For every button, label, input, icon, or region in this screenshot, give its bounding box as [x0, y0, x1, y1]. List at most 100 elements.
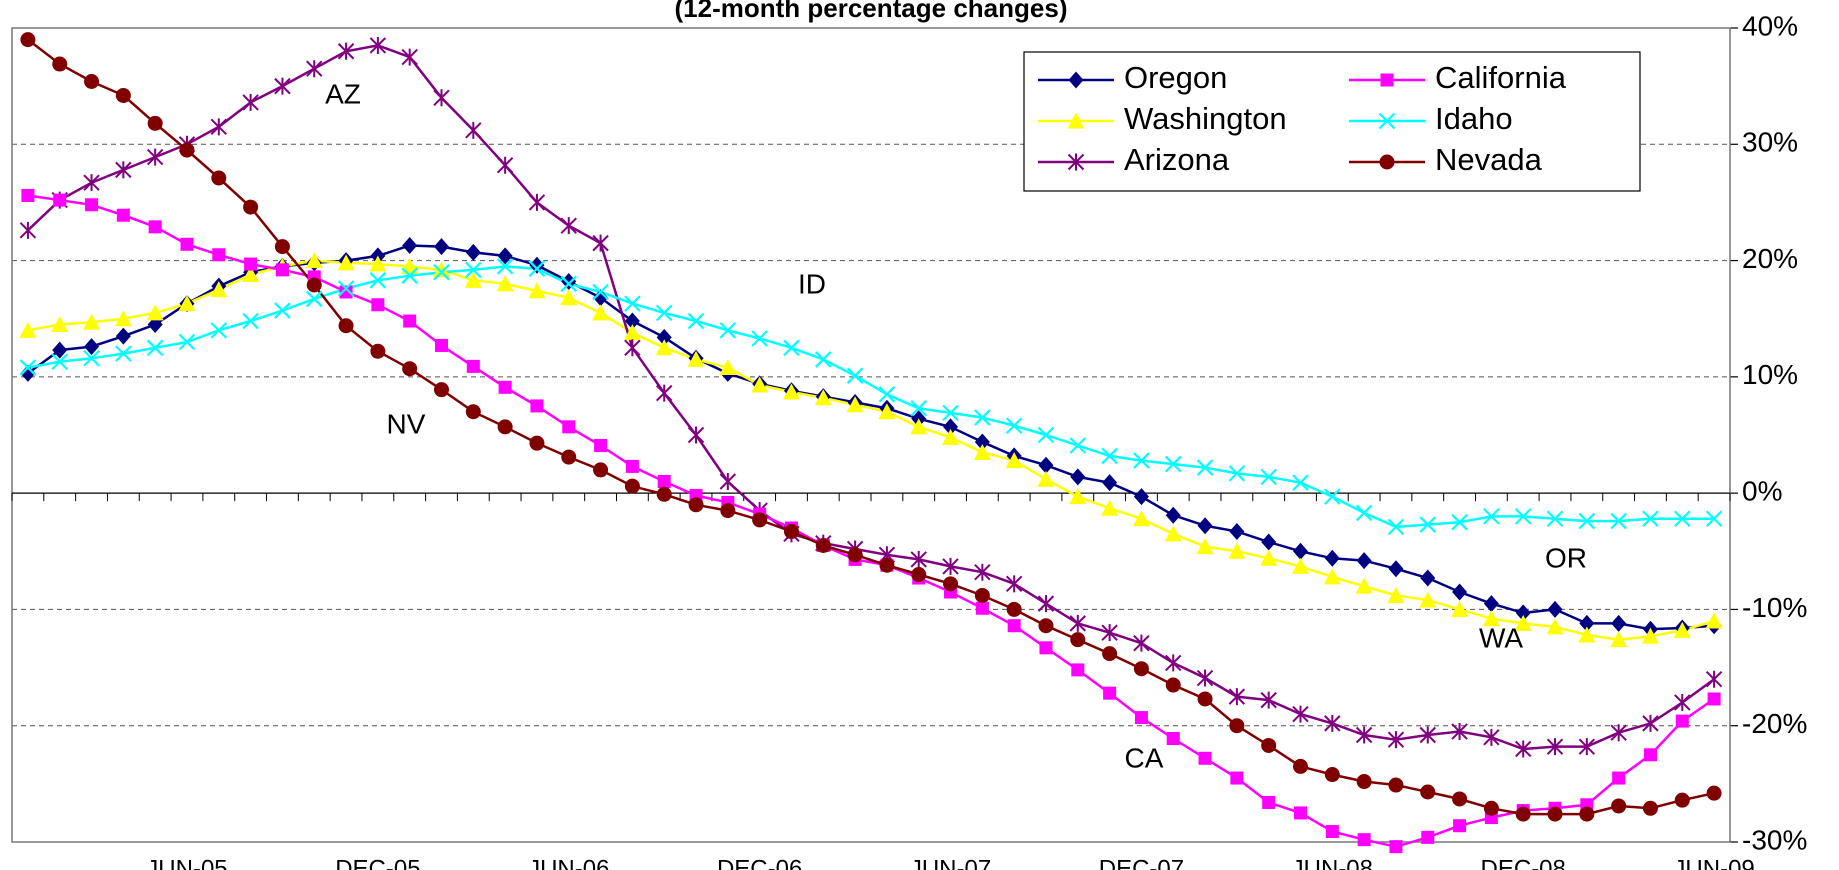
annotation: OR	[1545, 542, 1587, 573]
marker	[687, 426, 705, 444]
marker	[1706, 785, 1722, 801]
marker	[1387, 586, 1405, 603]
marker	[592, 283, 609, 301]
marker	[529, 256, 545, 274]
marker	[1610, 512, 1627, 530]
marker	[1420, 569, 1436, 587]
marker	[433, 89, 450, 107]
marker	[1514, 508, 1532, 525]
marker	[1453, 819, 1467, 833]
marker	[1324, 488, 1341, 505]
marker	[1260, 549, 1278, 566]
legend: Oregon Washington Arizona California Idaho Ne…	[1023, 51, 1641, 192]
marker	[369, 255, 387, 272]
marker	[116, 208, 130, 222]
marker	[179, 142, 195, 158]
marker	[306, 277, 322, 293]
marker	[211, 170, 227, 186]
series-line	[27, 244, 1715, 631]
marker	[1037, 470, 1055, 487]
marker	[19, 359, 37, 376]
marker	[242, 312, 259, 330]
marker	[655, 384, 673, 402]
marker	[751, 376, 769, 393]
marker	[1356, 774, 1372, 790]
marker	[719, 473, 737, 491]
marker	[1103, 686, 1117, 700]
marker	[1674, 693, 1691, 711]
marker	[1197, 517, 1213, 535]
marker	[1515, 604, 1531, 622]
marker	[1228, 465, 1246, 482]
marker	[1483, 728, 1500, 746]
legend-label: Nevada	[1435, 142, 1543, 177]
marker	[1261, 737, 1277, 753]
marker	[1324, 767, 1340, 783]
marker	[879, 557, 895, 573]
marker	[434, 238, 449, 256]
marker	[371, 298, 385, 312]
marker	[1515, 806, 1531, 822]
marker	[338, 318, 354, 334]
marker	[687, 350, 705, 367]
annotation: WA	[1479, 622, 1523, 653]
marker	[1102, 646, 1118, 662]
marker	[1674, 510, 1691, 528]
marker	[1482, 610, 1500, 627]
marker	[847, 547, 863, 563]
marker	[1673, 621, 1691, 638]
marker	[1325, 825, 1339, 839]
marker	[242, 266, 260, 283]
x-tick-label: JUN-06	[528, 855, 609, 870]
x-tick-label: JUN-07	[910, 855, 991, 870]
marker	[83, 349, 100, 367]
marker	[1388, 560, 1404, 578]
marker	[1420, 784, 1436, 800]
marker	[624, 478, 640, 494]
marker	[1451, 600, 1469, 617]
marker	[720, 503, 736, 519]
marker	[1292, 474, 1309, 491]
marker	[1069, 614, 1087, 632]
marker	[1229, 718, 1245, 734]
marker	[19, 221, 37, 239]
marker	[403, 314, 417, 328]
marker	[1514, 614, 1532, 631]
marker	[1067, 112, 1085, 129]
marker	[1134, 711, 1148, 725]
y-tick-label: -30%	[1742, 824, 1807, 855]
marker	[625, 459, 639, 473]
marker	[433, 263, 450, 281]
marker	[305, 290, 323, 308]
marker	[1612, 771, 1626, 785]
marker	[1705, 510, 1723, 528]
marker	[1514, 740, 1532, 758]
marker	[466, 359, 480, 373]
marker	[529, 435, 545, 451]
marker	[1452, 791, 1468, 807]
marker	[401, 48, 418, 66]
chart-title: (12-month percentage changes)	[675, 0, 1068, 23]
marker	[1578, 626, 1596, 643]
marker	[1355, 504, 1373, 522]
marker	[465, 261, 482, 279]
marker	[1068, 71, 1084, 89]
marker	[687, 312, 705, 330]
marker	[1133, 452, 1150, 469]
marker	[1070, 468, 1086, 486]
marker	[1578, 738, 1596, 756]
marker	[1323, 568, 1341, 585]
marker	[846, 367, 864, 384]
marker	[306, 60, 323, 78]
marker	[1642, 510, 1659, 528]
marker	[465, 243, 481, 261]
marker	[942, 428, 960, 445]
marker	[497, 419, 513, 435]
marker	[434, 382, 449, 398]
marker	[369, 36, 387, 54]
marker	[274, 302, 291, 319]
marker	[1547, 806, 1563, 822]
marker	[1228, 688, 1246, 706]
marker	[1292, 557, 1309, 574]
